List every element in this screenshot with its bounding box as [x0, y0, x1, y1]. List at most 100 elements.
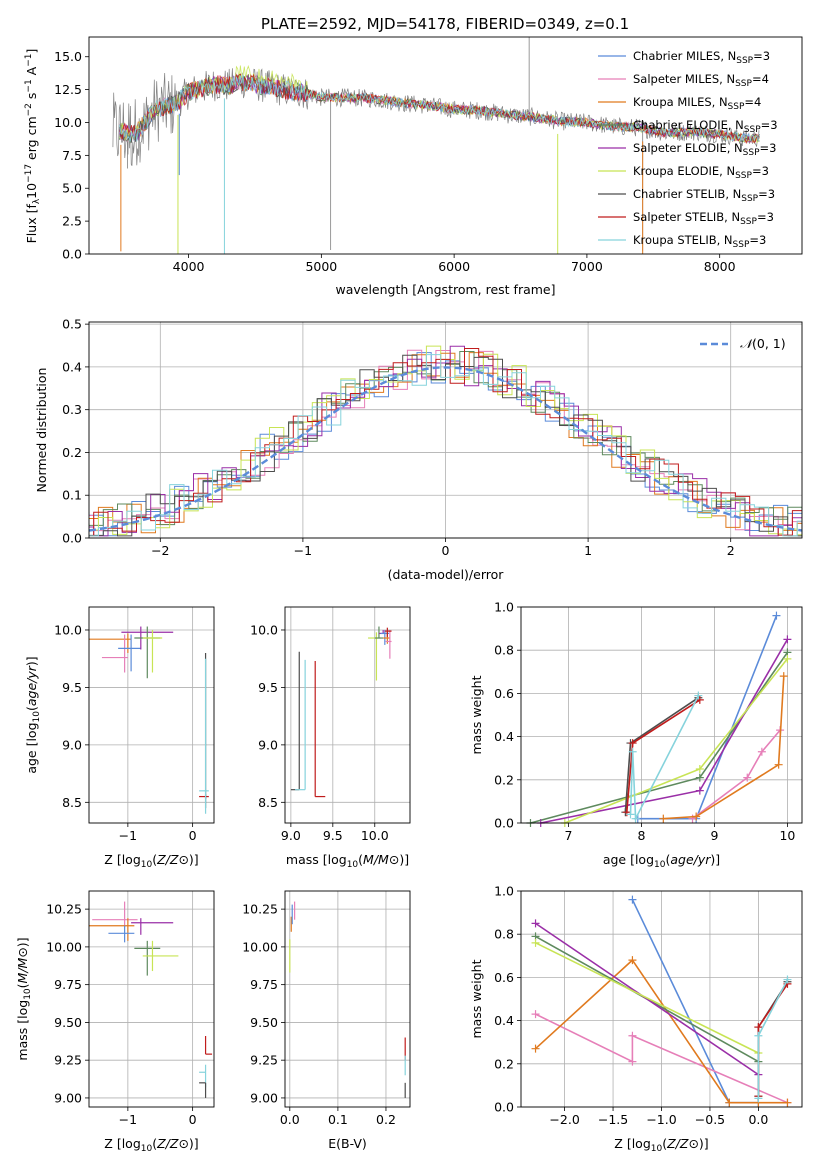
weight-line — [535, 1013, 788, 1104]
x-tick-label: −1 — [119, 828, 137, 843]
figure-title: PLATE=2592, MJD=54178, FIBERID=0349, z=0… — [261, 15, 629, 33]
x-tick-label: 7000 — [571, 259, 603, 274]
y-tick-label: 9.0 — [62, 737, 82, 752]
weight-marker — [628, 895, 637, 904]
weight-series-chabrier-miles — [628, 895, 763, 1107]
weight-marker — [772, 611, 781, 620]
y-tick-label: 0.8 — [494, 643, 514, 658]
weight-marker — [626, 810, 635, 819]
y-tick-label: 0.4 — [494, 1013, 514, 1028]
mass-vs-EBV-grid — [285, 891, 410, 1107]
weight-marker — [695, 786, 704, 795]
x-tick-label: 0.2 — [376, 1112, 396, 1127]
y-tick-label: 9.0 — [258, 737, 278, 752]
weight-marker — [695, 773, 704, 782]
legend-label-kroupa-miles: Kroupa MILES, NSSP=4 — [633, 95, 761, 112]
x-tick-label: 6000 — [438, 259, 470, 274]
age-vs-mass-frame — [284, 606, 411, 824]
age-vs-Z-y-label: age [log10(age/yr)] — [24, 656, 42, 773]
weight-marker — [695, 695, 704, 704]
y-tick-label: 9.75 — [250, 977, 278, 992]
mass-vs-Z-plot — [89, 901, 213, 1098]
residual-x-label: (data-model)/error — [388, 567, 505, 582]
errorbar-salpeter-stelib — [314, 661, 326, 798]
weight-line — [757, 979, 789, 1099]
y-tick-label: 0.3 — [62, 402, 82, 417]
y-tick-label: 12.5 — [54, 82, 82, 97]
y-tick-label: 1.0 — [494, 884, 514, 899]
x-tick-label: 8000 — [704, 259, 736, 274]
y-tick-label: 0.4 — [494, 729, 514, 744]
legend-label-chabrier-elodie: Chabrier ELODIE, NSSP=3 — [633, 118, 778, 135]
y-tick-label: 0.5 — [62, 317, 82, 332]
legend-label-salpeter-miles: Salpeter MILES, NSSP=4 — [633, 72, 769, 89]
y-tick-label: 0.0 — [494, 816, 514, 831]
legend-label-chabrier-stelib: Chabrier STELIB, NSSP=3 — [633, 187, 775, 204]
weight-marker — [754, 1094, 763, 1103]
errorbar-salpeter-miles — [101, 634, 128, 673]
errorbar-salpeter-miles — [385, 629, 392, 659]
weight-vs-Z-axes: −2.0 −1.5 −1.0 −0.5 0.0 0.0 0.2 0.4 0.6 0.8 1.0 Z [… — [469, 884, 803, 1154]
gaussian-curve — [89, 366, 802, 532]
errorbar-chabrier-stelib — [199, 1082, 207, 1098]
weight-series-kroupa-stelib — [754, 975, 792, 1103]
spectrum-axes: 4000 5000 6000 7000 8000 0.0 2.5 5.0 7.5 10.0 12.5… — [24, 36, 803, 297]
weight-series-kroupa-stelib — [626, 691, 703, 823]
y-tick-label: 10.0 — [250, 622, 278, 637]
age-vs-mass-grid — [285, 607, 410, 823]
age-vs-mass-plot — [290, 626, 392, 798]
mass-vs-Z-axes: −1 0 9.00 9.25 9.50 9.75 10.00 10.25 Z [log10(Z/… — [15, 890, 215, 1154]
x-tick-label: −2.0 — [549, 1112, 579, 1127]
y-tick-label: 0.2 — [494, 772, 514, 787]
weight-marker — [692, 812, 701, 821]
weight-series-salpeter-stelib — [754, 979, 792, 1101]
weight-marker — [754, 1031, 763, 1040]
x-tick-label: 2 — [727, 543, 735, 558]
weight-vs-Z-y-label: mass weight — [469, 959, 484, 1038]
residuals-frame — [88, 321, 803, 539]
weight-line — [663, 676, 785, 820]
residuals-axes: −2 −1 0 1 2 0.0 0.1 0.2 0.3 0.4 0.5 𝒩(0, 1) (data-mo… — [34, 317, 803, 582]
weight-line — [692, 729, 781, 820]
y-tick-label: 10.25 — [46, 902, 82, 917]
y-tick-label: 0.2 — [62, 445, 82, 460]
x-tick-label: 0.0 — [748, 1112, 768, 1127]
y-tick-label: 10.0 — [54, 115, 82, 130]
y-tick-label: 2.5 — [62, 214, 82, 229]
weight-marker — [531, 919, 540, 928]
model-line-salpeter-stelib — [119, 73, 760, 144]
spectrum-plot — [112, 37, 760, 254]
errorbar-kroupa-elodie — [142, 629, 163, 673]
weight-marker — [694, 691, 703, 700]
mass-vs-Z-x-label: Z [log10(Z/Z⊙)] — [104, 1136, 198, 1154]
spectrum-x-label: wavelength [Angstrom, rest frame] — [335, 282, 555, 297]
errorbar-chabrier-elodie — [134, 626, 161, 679]
weight-vs-age-grid — [521, 606, 802, 824]
histogram-kroupa-elodie — [89, 345, 802, 536]
weight-line — [540, 638, 789, 824]
mass-vs-Z-grid — [89, 891, 214, 1107]
weight-marker — [622, 808, 631, 817]
x-tick-label: −0.5 — [695, 1112, 725, 1127]
weight-marker — [628, 956, 637, 965]
y-tick-label: 10.0 — [54, 622, 82, 637]
x-tick-label: 0.1 — [328, 1112, 348, 1127]
weight-marker — [659, 814, 668, 823]
errorbar-chabrier-stelib — [290, 651, 300, 791]
weight-line — [626, 699, 701, 813]
weight-marker — [628, 1031, 637, 1040]
weight-line — [535, 922, 759, 1076]
y-tick-label: 8.5 — [258, 795, 278, 810]
errorbar-chabrier-miles — [118, 634, 141, 672]
errorbar-kroupa-miles — [89, 918, 135, 941]
age-vs-Z-x-label: Z [log10(Z/Z⊙)] — [104, 852, 198, 870]
weight-marker — [779, 672, 788, 681]
y-tick-label: 0.2 — [494, 1056, 514, 1071]
errorbar-kroupa-elodie — [368, 632, 381, 681]
weight-series-kroupa-miles — [659, 672, 788, 823]
x-tick-label: −1.5 — [598, 1112, 628, 1127]
x-tick-label: 1 — [584, 543, 592, 558]
residuals-grid — [89, 322, 802, 539]
weight-marker — [783, 654, 792, 663]
